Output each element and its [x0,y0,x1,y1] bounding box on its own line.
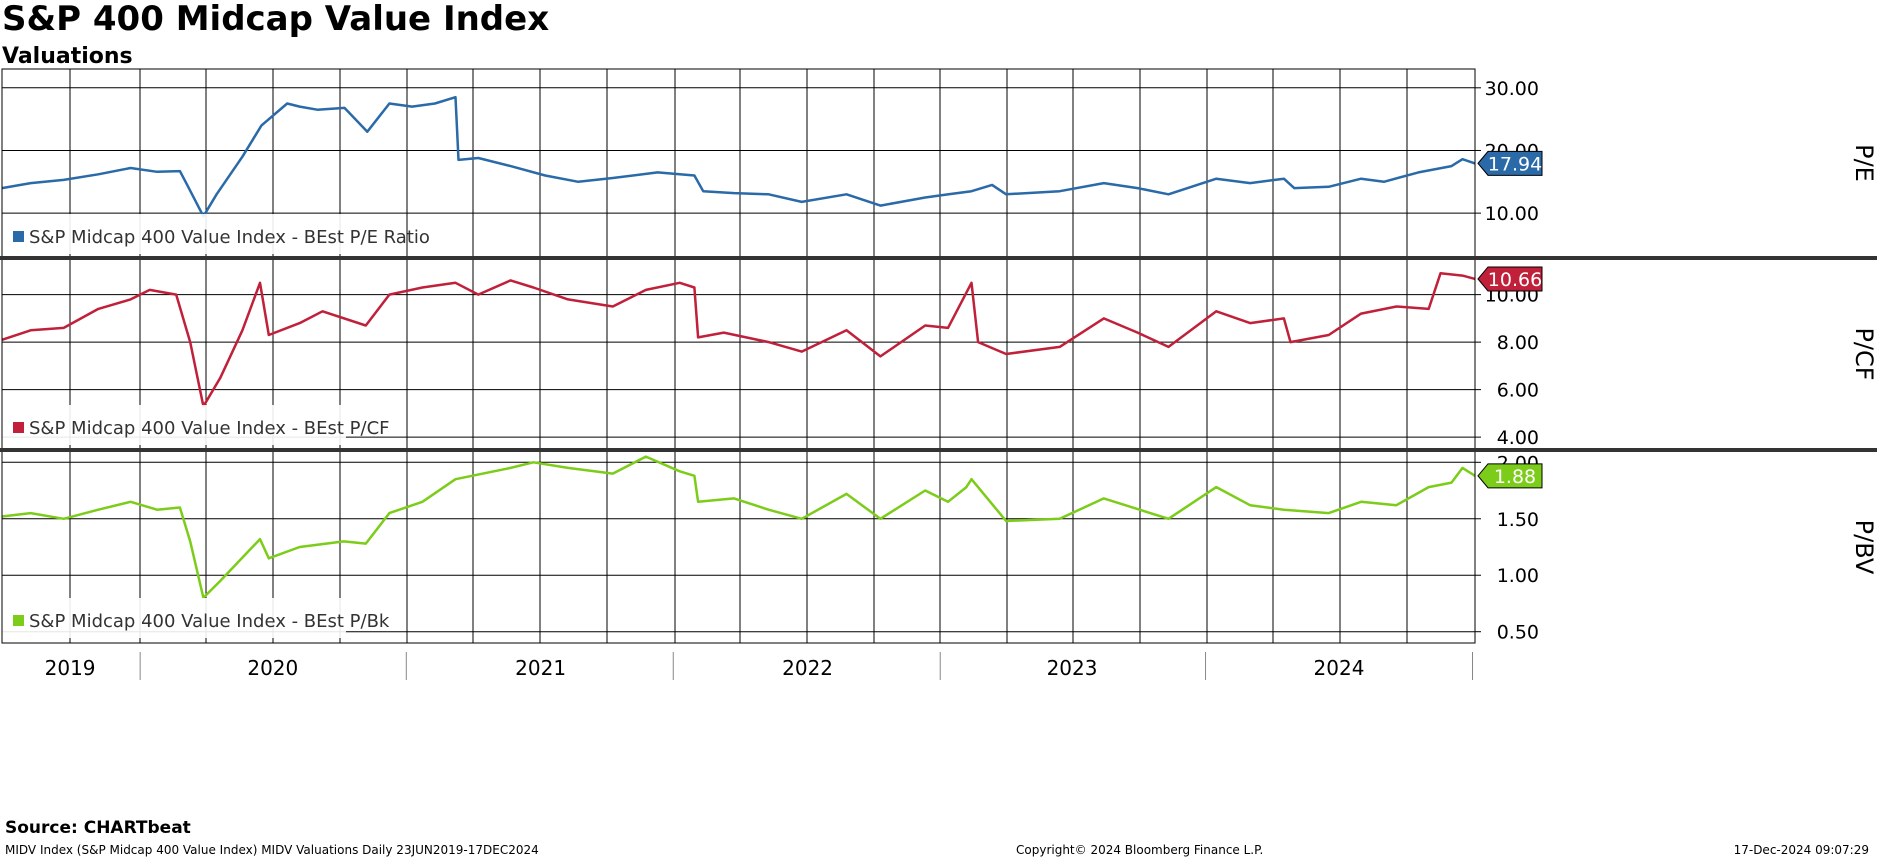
x-tick-label: 2024 [1314,656,1365,680]
x-tick-label: 2023 [1047,656,1098,680]
last-value-label: 10.66 [1488,269,1542,291]
legend-swatch [13,615,24,626]
legend-swatch [13,422,24,433]
x-tick-label: 2019 [45,656,96,680]
y-tick-label: 4.00 [1497,427,1539,449]
last-value-label: 1.88 [1494,466,1536,488]
y-axis-label: P/E [1850,144,1877,182]
legend-box [2,598,346,638]
y-axis-label: P/CF [1850,327,1877,380]
legend-label: S&P Midcap 400 Value Index - BEst P/CF [29,418,390,439]
last-value-tag [1477,266,1543,292]
y-tick-label: 1.50 [1497,509,1539,531]
series-line [1,95,1476,218]
series-line [1,272,1476,408]
chart-subtitle: Valuations [2,44,133,69]
y-tick-label: 8.00 [1497,332,1539,354]
last-value-label: 17.94 [1488,153,1542,175]
legend-box [2,405,346,445]
last-value-tag [1477,150,1543,176]
footer-timestamp: 17-Dec-2024 09:07:29 [1733,843,1869,857]
footer-description: MIDV Index (S&P Midcap 400 Value Index) … [5,843,539,857]
footer-copyright: Copyright© 2024 Bloomberg Finance L.P. [1016,843,1264,857]
y-tick-label: 30.00 [1485,78,1539,100]
legend-box [2,214,380,254]
x-tick-label: 2020 [247,656,298,680]
x-tick-label: 2022 [782,656,833,680]
legend-swatch [13,231,24,242]
y-tick-label: 6.00 [1497,380,1539,402]
y-axis-label: P/BV [1850,520,1877,575]
y-tick-label: 10.00 [1485,203,1539,225]
legend-label: S&P Midcap 400 Value Index - BEst P/Bk [29,611,390,632]
chart-title: S&P 400 Midcap Value Index [2,0,550,39]
x-tick-label: 2021 [515,656,566,680]
y-tick-label: 0.50 [1497,622,1539,644]
source-label: Source: CHARTbeat [5,818,191,838]
legend-label: S&P Midcap 400 Value Index - BEst P/E Ra… [29,227,430,248]
last-value-tag [1477,463,1543,489]
series-line [1,455,1476,600]
y-tick-label: 1.00 [1497,565,1539,587]
